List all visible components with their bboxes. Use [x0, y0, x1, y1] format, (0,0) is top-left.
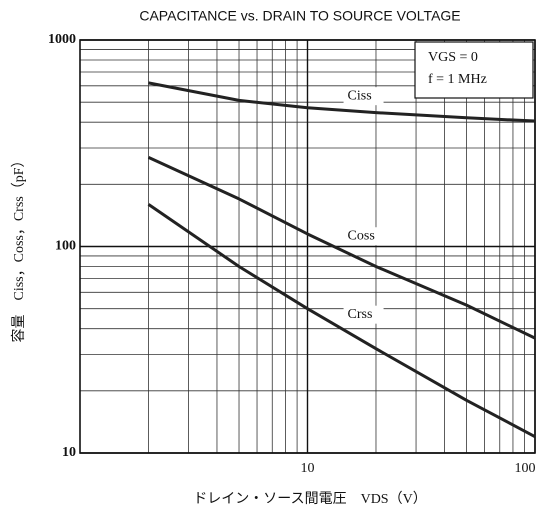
- y-tick-label: 100: [55, 239, 76, 254]
- label-bg: [343, 305, 384, 324]
- label-bg: [343, 87, 384, 106]
- x-tick-label: 10: [301, 461, 315, 476]
- label-bg: [343, 227, 384, 246]
- y-axis-label: 容量 Ciss，Coss，Crss（pF）: [10, 153, 27, 342]
- chart-title: CAPACITANCE vs. DRAIN TO SOURCE VOLTAGE: [139, 8, 460, 24]
- plot-frame: [79, 39, 536, 454]
- series-line: [147, 203, 536, 438]
- series-line: [148, 81, 536, 123]
- series-line: [147, 156, 536, 340]
- x-axis-label: ドレイン・ソース間電圧 VDS（V）: [193, 491, 426, 507]
- series-label: Coss: [348, 228, 375, 243]
- series-label: Ciss: [348, 88, 372, 103]
- series-label: Crss: [348, 307, 373, 322]
- y-tick-label: 1000: [48, 32, 76, 47]
- x-tick-label: 100: [515, 461, 536, 476]
- y-tick-label: 10: [62, 445, 76, 460]
- annotation-box: [414, 41, 534, 99]
- annotation: f = 1 MHz: [428, 72, 487, 87]
- annotation: VGS = 0: [428, 50, 478, 65]
